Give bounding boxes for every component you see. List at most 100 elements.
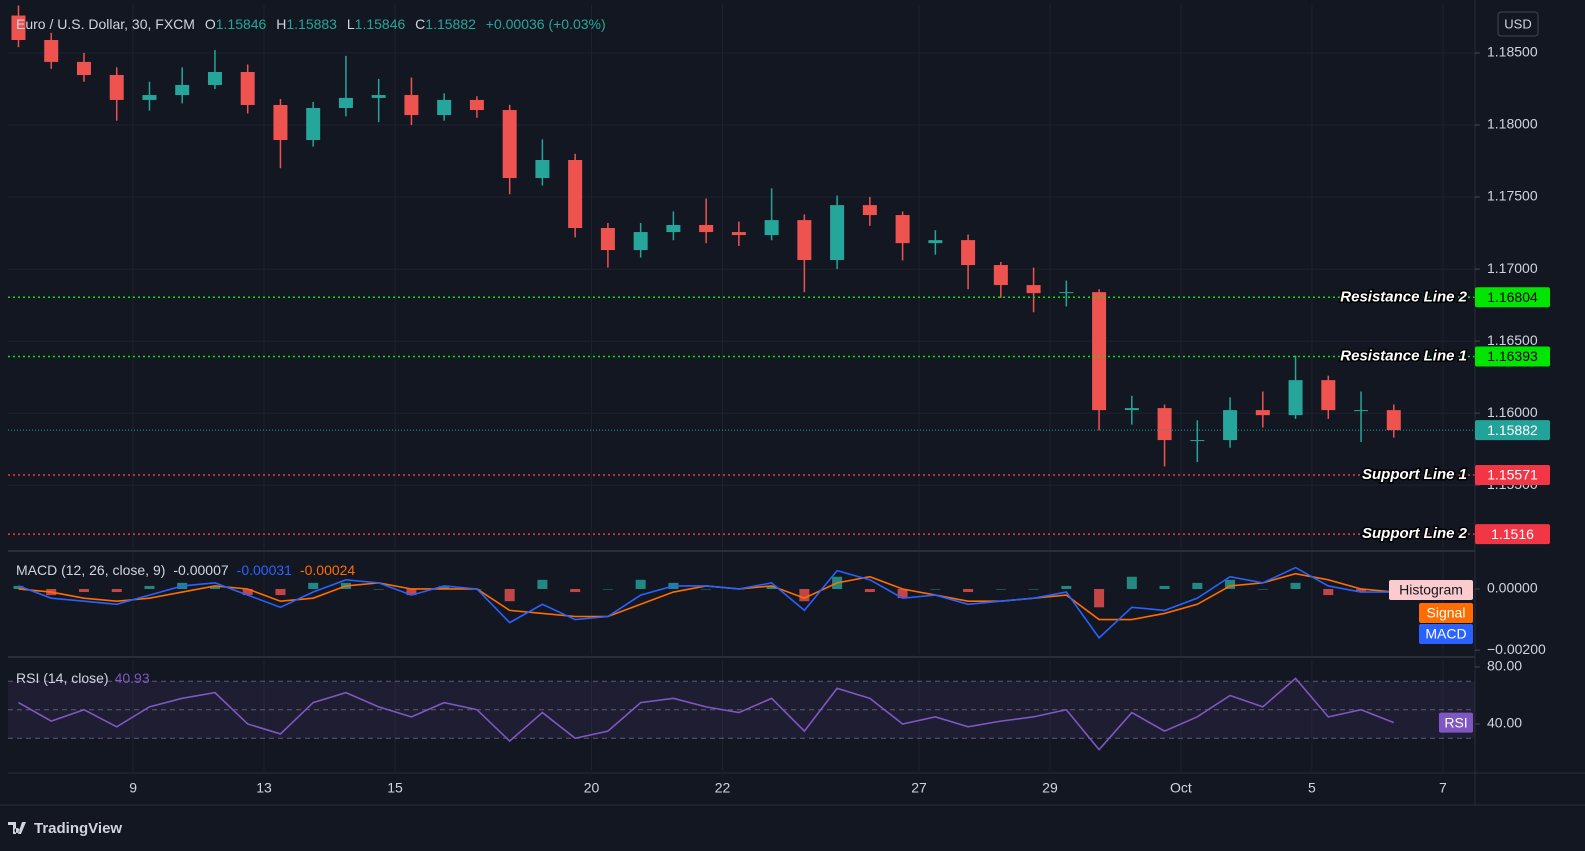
candle-body [437,99,452,116]
logo: TradingView [8,820,122,837]
price-tag: MACD [1425,626,1466,642]
candle-body [371,95,386,98]
currency-button[interactable] [1497,11,1539,37]
x-tick-label: 9 [129,780,137,796]
price-tag: 1.16804 [1487,289,1538,305]
candle-body [895,215,910,244]
price-tag-bg [1439,712,1473,733]
candle-body [11,15,26,41]
histogram-bar [439,585,450,589]
histogram-bar [930,588,941,590]
histogram-bar [1257,588,1268,590]
x-tick-label: 13 [256,780,272,796]
level-label: Resistance Line 2 [1340,288,1467,305]
candle-body [862,205,877,216]
candle-body [1026,285,1041,294]
histogram-bar [1323,588,1334,596]
indicator-legend: RSI (14, close) 40.93 [16,670,150,686]
ohlc-label: H [276,16,286,32]
histogram-bar [635,579,646,589]
candle-body [240,71,255,105]
candle-body [109,75,124,100]
indicator-legend: MACD (12, 26, close, 9) -0.00007 -0.00031-… [16,562,355,578]
indicator-value: -0.00007 [173,562,228,578]
indicator-value: -0.00024 [300,562,355,578]
price-tag: 1.1516 [1491,526,1534,542]
x-tick-label: 7 [1439,780,1447,796]
price-tag: Signal [1427,605,1466,621]
candle-body [404,95,419,116]
currency[interactable]: USD [1504,16,1531,31]
histogram-bar [766,585,777,589]
ohlc-value: 1.15846 [216,16,267,32]
candle-body [1223,410,1238,441]
y-tick-label: 1.16500 [1487,332,1538,348]
candle-body [1190,440,1205,442]
histogram-bar [570,588,581,593]
histogram-bar [1159,585,1170,589]
histogram-bar [1061,585,1072,589]
candle-body [731,232,746,236]
indicator-title: RSI (14, close) [16,670,109,686]
indicator-value: -0.00031 [237,562,292,578]
candle-body [175,84,190,96]
histogram-bar [1225,579,1236,589]
histogram-bar [1356,588,1367,593]
y-tick-label: 80.00 [1487,658,1522,674]
histogram-bar [1028,588,1039,590]
candle-body [666,224,681,233]
candle-body [1255,410,1270,416]
candle-body [306,108,321,140]
histogram-bar [1094,588,1105,608]
candle-body [797,220,812,260]
histogram-bar [995,588,1006,590]
candle-body [535,160,550,179]
histogram-bar [242,588,253,596]
histogram-bar [111,588,122,593]
price-tag: 1.15571 [1487,467,1538,483]
histogram-bar [963,588,974,593]
change: +0.00036 (+0.03%) [486,16,606,32]
candle-body [699,224,714,233]
candle-body [568,160,583,229]
y-tick-label: 1.18500 [1487,44,1538,60]
candle-body [273,104,288,140]
x-tick-label: 22 [715,780,731,796]
histogram-bar [275,588,286,596]
ohlc-label: C [415,16,425,32]
histogram-bar [602,588,613,590]
candle-body [600,228,615,251]
price-tag-bg [1475,524,1550,545]
ohlc-label: O [205,16,216,32]
axis-layer: 9 13 15 20 22 27 29 Oct 5 7 1.18500 1.18000 1.17500 1… [129,44,1550,796]
y-tick-label: 0.00000 [1487,580,1538,596]
histogram-bar [864,588,875,593]
candle-body [1124,408,1139,411]
y-tick-label: 1.17000 [1487,260,1538,276]
x-tick-label: Oct [1170,780,1192,796]
candle-body [502,110,517,179]
histogram-bar [13,585,24,589]
x-tick-label: 29 [1042,780,1058,796]
histogram-bar [406,588,417,596]
candle-body [1157,408,1172,441]
candle-body [338,97,353,109]
price-tag-bg [1419,624,1473,644]
histogram-bar [308,582,319,589]
symbol: Euro / U.S. Dollar, 30, FXCM [16,16,195,32]
plot-layer: Resistance Line 2 Resistance Line 1 Suppor… [8,5,1475,751]
x-tick-label: 27 [911,780,927,796]
y-tick-label: −0.00200 [1487,641,1546,657]
level-label: Support Line 2 [1362,525,1468,542]
price-tag-bg [1419,603,1473,623]
ohlc-label: L [347,16,355,32]
candle-body [1059,292,1074,294]
histogram-bar [537,579,548,589]
y-tick-label: 1.18000 [1487,116,1538,132]
histogram-bar [1192,582,1203,589]
candle-body [44,40,59,62]
candle-body [76,61,91,76]
y-tick-label: 40.00 [1487,715,1522,731]
price-tag: 1.16393 [1487,348,1538,364]
price-tag-bg [1475,346,1550,367]
